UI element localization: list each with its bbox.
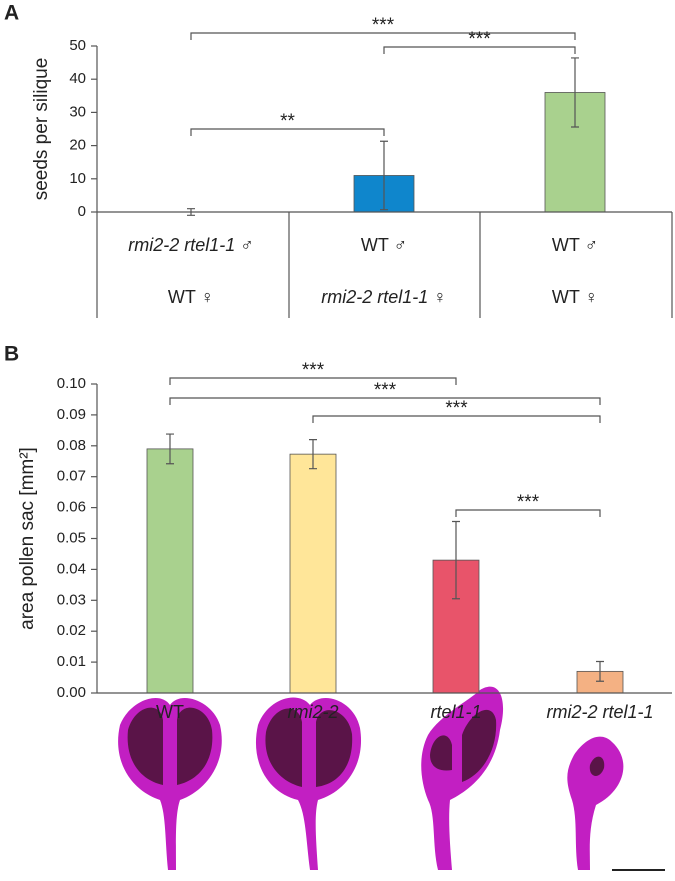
y-tick-label: 0 — [78, 203, 86, 220]
panel-label: B — [4, 343, 19, 366]
significance-bracket — [383, 46, 576, 54]
y-tick-label: 20 — [69, 137, 86, 154]
anther-images — [118, 686, 665, 871]
y-tick-label: 0.04 — [57, 560, 86, 577]
bar — [146, 448, 194, 694]
female-parent-label: WT ♀ — [552, 287, 598, 307]
y-tick-label: 0.01 — [57, 653, 86, 670]
y-tick-label: 50 — [69, 37, 86, 54]
significance-label: *** — [302, 360, 325, 381]
significance-bracket — [312, 415, 601, 423]
x-tick-label: rmi2-2 rtel1-1 — [546, 702, 653, 722]
significance-bracket — [455, 509, 601, 517]
significance-label: *** — [374, 380, 397, 401]
significance-label: *** — [517, 492, 540, 513]
male-parent-label: WT ♂ — [361, 235, 407, 255]
y-tick-label: 30 — [69, 103, 86, 120]
y-tick-label: 0.03 — [57, 591, 86, 608]
y-tick-label: 40 — [69, 70, 86, 87]
y-tick-label: 10 — [69, 170, 86, 187]
male-parent-label: rmi2-2 rtel1-1 ♂ — [128, 235, 254, 255]
y-tick-label: 0.10 — [57, 375, 86, 392]
y-tick-label: 0.05 — [57, 529, 86, 546]
x-tick-label: rtel1-1 — [430, 702, 481, 722]
error-bar — [452, 520, 460, 600]
y-axis-title: seeds per silique — [31, 58, 52, 201]
significance-bracket — [190, 128, 385, 136]
x-tick-label: WT — [156, 702, 184, 722]
significance-label: *** — [372, 15, 395, 36]
error-bar — [571, 57, 579, 128]
significance-label: *** — [468, 29, 491, 50]
panel-label: A — [4, 2, 19, 25]
y-axis-title: area pollen sac [mm²] — [17, 447, 38, 630]
x-tick-label: rmi2-2 — [287, 702, 338, 722]
y-tick-label: 0.08 — [57, 437, 86, 454]
y-tick-label: 0.06 — [57, 499, 86, 516]
error-bar — [166, 433, 174, 465]
significance-bracket — [169, 397, 601, 405]
female-parent-label: rmi2-2 rtel1-1 ♀ — [321, 287, 447, 307]
error-bar — [309, 439, 317, 470]
error-bar — [596, 660, 604, 682]
significance-label: *** — [445, 398, 468, 419]
female-parent-label: WT ♀ — [168, 287, 214, 307]
significance-bracket — [190, 32, 576, 40]
significance-label: ** — [280, 111, 295, 132]
significance-bracket — [169, 377, 457, 385]
male-parent-label: WT ♂ — [552, 235, 598, 255]
y-tick-label: 0.00 — [57, 684, 86, 701]
bar — [289, 453, 337, 694]
error-bar — [380, 140, 388, 211]
y-tick-label: 0.02 — [57, 622, 86, 639]
y-tick-label: 0.09 — [57, 406, 86, 423]
y-tick-label: 0.07 — [57, 468, 86, 485]
